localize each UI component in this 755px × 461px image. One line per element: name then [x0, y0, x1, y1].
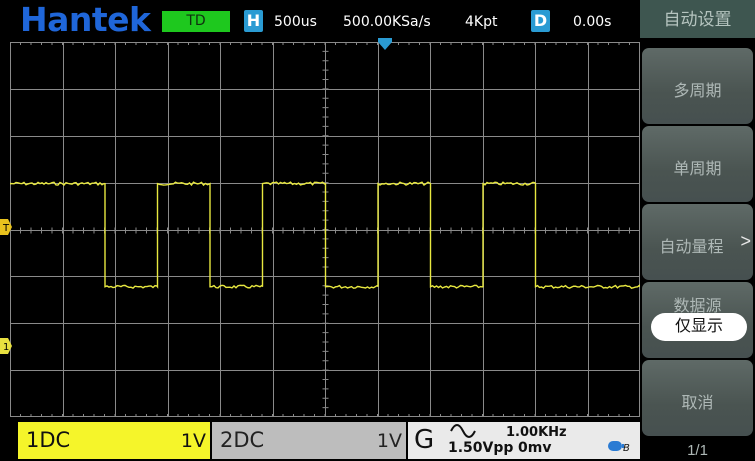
- auto-range-button[interactable]: 自动量程 >: [642, 204, 753, 280]
- brand-logo: Hantek: [20, 0, 151, 39]
- generator-offset: 0mv: [518, 440, 552, 456]
- multi-cycle-button[interactable]: 多周期: [642, 48, 753, 124]
- generator-frequency: 1.00KHz: [506, 425, 567, 440]
- single-cycle-button[interactable]: 单周期: [642, 126, 753, 202]
- auto-range-label: 自动量程: [659, 239, 724, 256]
- generator-amplitude: 1.50Vpp: [448, 440, 514, 456]
- chevron-right-icon: >: [740, 231, 751, 251]
- cancel-button[interactable]: 取消: [642, 360, 753, 436]
- ch2-info[interactable]: 2DC 1V: [212, 422, 406, 459]
- graticule: [10, 42, 640, 417]
- data-source-button[interactable]: 数据源 仅显示: [642, 282, 753, 358]
- trigger-level-marker[interactable]: T: [0, 219, 12, 235]
- svg-text:B: B: [623, 443, 630, 452]
- waveform-display[interactable]: [10, 42, 640, 417]
- timebase-readout[interactable]: 500us: [274, 14, 317, 30]
- probe-icon: B: [608, 441, 630, 452]
- ch1-info[interactable]: 1DC 1V: [18, 422, 210, 459]
- ch1-trace: [10, 181, 640, 290]
- ch1-name: 1DC: [26, 428, 71, 452]
- channel-bar: 1DC 1V 2DC 1V G 1.50Vpp 1.00KHz 0mv B: [0, 420, 640, 461]
- delay-icon: D: [531, 10, 550, 32]
- sine-icon: [450, 424, 476, 438]
- menu-title: 自动设置: [640, 0, 755, 38]
- side-menu: 自动设置 多周期 单周期 自动量程 > 数据源 仅显示 取消 1/1: [640, 0, 755, 461]
- generator-letter: G: [414, 425, 435, 455]
- trigger-level-marker-label: T: [2, 223, 10, 234]
- ch1-scale: 1V: [180, 430, 206, 452]
- single-cycle-label: 单周期: [673, 161, 722, 178]
- ch2-scale: 1V: [376, 430, 402, 452]
- trigger-mode-badge[interactable]: TD: [162, 11, 230, 32]
- status-bar: Hantek TD H 500us 500.00KSa/s 4Kpt D 0.0…: [0, 0, 640, 42]
- data-source-value[interactable]: 仅显示: [651, 313, 747, 341]
- ch1-ground-marker-label: 1: [3, 342, 9, 353]
- ch2-name: 2DC: [220, 428, 265, 452]
- multi-cycle-label: 多周期: [673, 83, 722, 100]
- horizontal-icon: H: [244, 10, 263, 32]
- sample-rate-readout: 500.00KSa/s: [343, 14, 431, 30]
- page-indicator: 1/1: [687, 442, 708, 459]
- generator-info[interactable]: G 1.50Vpp 1.00KHz 0mv B: [408, 422, 640, 459]
- cancel-label: 取消: [681, 395, 714, 412]
- delay-readout[interactable]: 0.00s: [573, 14, 612, 30]
- trigger-position-marker[interactable]: [378, 38, 392, 50]
- ch1-ground-marker[interactable]: 1: [0, 338, 12, 354]
- memory-depth-readout: 4Kpt: [465, 14, 498, 30]
- data-source-label: 数据源: [673, 298, 722, 315]
